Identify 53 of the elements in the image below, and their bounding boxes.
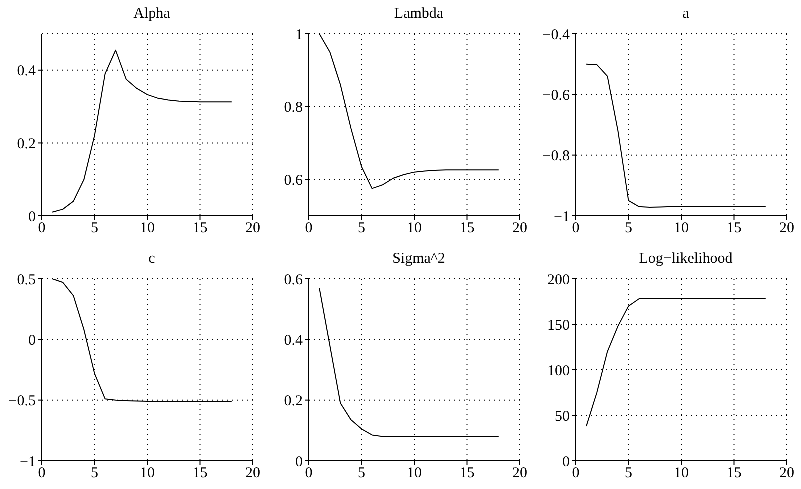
x-tick-label: 10 [407, 220, 422, 237]
y-tick-label: 1 [296, 27, 303, 44]
x-tick-label: 10 [407, 465, 422, 482]
x-tick-label: 20 [780, 465, 794, 482]
y-tick-label: −1 [554, 209, 570, 226]
chart-title: Log−likelihood [638, 250, 734, 268]
x-tick-label: 10 [140, 465, 155, 482]
x-tick-label: 20 [512, 465, 528, 482]
x-tick-label: 15 [726, 220, 742, 237]
x-tick-label: 15 [726, 465, 742, 482]
x-tick-label: 10 [674, 465, 689, 482]
x-tick-label: 5 [358, 465, 366, 482]
y-tick-label: 0.6 [284, 272, 304, 288]
x-tick-label: 5 [625, 220, 632, 237]
y-tick-label: 0.2 [284, 393, 303, 410]
x-tick-label: 20 [246, 220, 260, 237]
chart-title: Lambda [393, 6, 445, 23]
y-tick-label: 0.4 [17, 64, 36, 80]
x-tick-label: 15 [460, 220, 475, 237]
y-tick-label: 50 [555, 408, 570, 424]
y-tick-label: 0 [296, 454, 303, 470]
x-tick-label: 15 [192, 465, 208, 482]
y-tick-label: 150 [548, 317, 570, 334]
x-tick-label: 5 [91, 465, 98, 482]
x-tick-label: 15 [460, 465, 475, 482]
y-tick-label: −0.5 [8, 393, 36, 410]
y-tick-label: 200 [548, 272, 570, 288]
y-tick-label: −1 [20, 454, 36, 470]
y-tick-label: 0.6 [284, 172, 304, 189]
y-tick-label: −0.8 [542, 148, 570, 165]
y-tick-label: 0.4 [284, 332, 304, 348]
x-tick-label: 10 [674, 220, 689, 237]
chart-title: c [148, 250, 156, 268]
x-tick-label: 5 [358, 220, 366, 237]
x-tick-label: 5 [625, 465, 632, 482]
y-tick-label: 0 [28, 332, 36, 348]
chart-title: Sigma^2 [392, 250, 446, 268]
y-tick-label: 0 [562, 454, 570, 470]
chart-title: Alpha [132, 6, 172, 23]
y-tick-label: −0.6 [542, 88, 570, 104]
y-tick-label: −0.4 [542, 27, 570, 44]
y-tick-label: 100 [548, 362, 570, 379]
y-tick-label: 0.2 [17, 136, 36, 153]
y-tick-label: 0.5 [17, 272, 36, 288]
x-tick-label: 20 [512, 220, 528, 237]
x-tick-label: 10 [140, 220, 155, 237]
x-tick-label: 15 [192, 220, 208, 237]
x-tick-label: 20 [246, 465, 260, 482]
y-tick-label: 0.8 [284, 100, 303, 116]
y-tick-label: 0 [28, 209, 36, 226]
chart-title: a [682, 6, 690, 23]
x-tick-label: 20 [780, 220, 794, 237]
x-tick-label: 5 [91, 220, 98, 237]
